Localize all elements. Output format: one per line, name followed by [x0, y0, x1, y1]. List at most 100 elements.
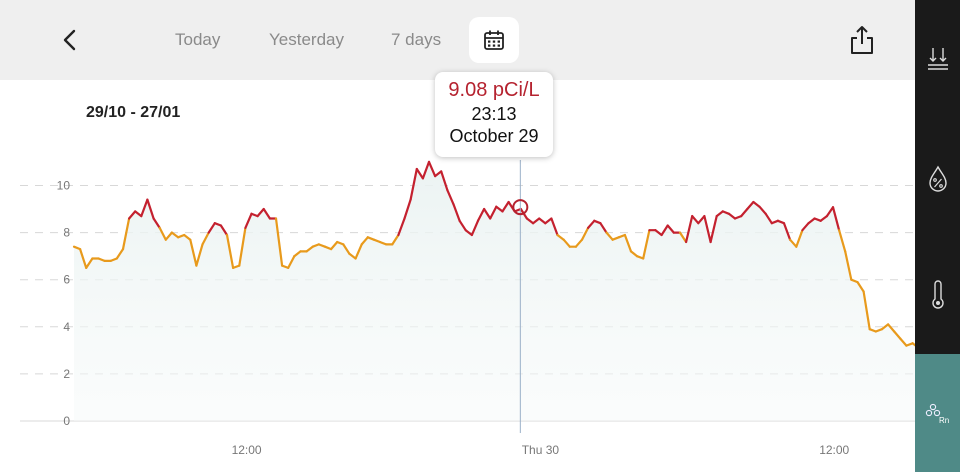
series-segment: [586, 219, 596, 229]
series-segment: [684, 215, 694, 244]
tooltip-value: 9.08 pCi/L: [448, 79, 540, 101]
series-segment: [697, 215, 706, 225]
series-segment: [342, 243, 351, 255]
series-segment: [746, 200, 755, 211]
y-tick-label: 4: [63, 320, 70, 334]
series-segment: [85, 257, 94, 269]
radon-chart[interactable]: 0 2 4 6 8 10 12:00 Thu 30 12:00: [0, 80, 915, 472]
series-segment: [274, 217, 284, 267]
series-segment: [378, 240, 388, 246]
series-segment: [219, 224, 229, 237]
series-segment: [819, 215, 829, 222]
series-segment: [605, 231, 614, 241]
series-segment: [287, 255, 296, 269]
series-segment: [525, 217, 535, 225]
series-segment: [691, 215, 700, 225]
sidebar-item-radon[interactable]: Rn: [915, 354, 960, 472]
series-segment: [703, 215, 712, 244]
share-icon: [851, 26, 873, 54]
calendar-icon: [484, 30, 504, 50]
series-segment: [409, 167, 418, 201]
sensor-sidebar: Rn: [915, 0, 960, 472]
series-segment: [446, 189, 455, 206]
series-segment: [195, 243, 204, 267]
sidebar-item-humidity[interactable]: [915, 149, 960, 209]
series-segment: [788, 238, 798, 248]
series-segment: [238, 226, 247, 267]
series-segment: [476, 207, 486, 222]
series-segment: [709, 215, 718, 244]
series-segment: [531, 217, 541, 225]
reading-tooltip: 9.08 pCi/L 23:13 October 29: [435, 72, 553, 157]
tooltip-time: 23:13: [471, 104, 517, 124]
series-segment: [207, 222, 216, 234]
series-segment: [354, 243, 363, 260]
series-segment: [189, 238, 198, 267]
x-tick-label: 12:00: [819, 443, 849, 457]
thermometer-icon: [931, 280, 944, 309]
series-segment: [115, 248, 125, 260]
chevron-left-icon: [63, 29, 76, 51]
share-button[interactable]: [845, 22, 879, 58]
series-segment: [837, 229, 847, 253]
series-segment: [795, 229, 804, 248]
series-segment: [330, 240, 339, 251]
radon-icon: Rn: [925, 403, 949, 425]
series-segment: [317, 243, 327, 248]
date-range-label: 29/10 - 27/01: [86, 104, 181, 121]
sidebar-item-pressure[interactable]: [915, 29, 960, 89]
series-segment: [170, 231, 180, 239]
series-segment: [764, 212, 773, 225]
series-segment: [623, 233, 633, 253]
series-segment: [501, 200, 510, 213]
tab-7-days[interactable]: 7 days: [391, 30, 442, 49]
series-segment: [550, 217, 559, 237]
selected-point: [512, 199, 529, 216]
series-segment: [850, 278, 859, 284]
series-segment: [128, 210, 137, 220]
tab-yesterday[interactable]: Yesterday: [269, 30, 344, 49]
series-segment: [831, 206, 841, 232]
series-segment: [305, 245, 314, 253]
series-segment: [562, 238, 571, 248]
tab-today[interactable]: Today: [175, 30, 221, 49]
series-segment: [256, 207, 265, 218]
series-segment: [856, 281, 865, 293]
series-segment: [642, 229, 651, 260]
series-segment: [489, 205, 498, 220]
series-segment: [886, 323, 896, 333]
sidebar-item-temperature[interactable]: [915, 265, 960, 325]
calendar-button[interactable]: [469, 17, 519, 63]
tooltip-date: October 29: [449, 126, 539, 146]
series-segment: [348, 252, 357, 260]
x-tick-label: Thu 30: [522, 443, 560, 457]
series-segment: [360, 236, 369, 246]
series-segment: [727, 212, 737, 220]
series-segment: [458, 219, 467, 232]
series-segment: [397, 217, 406, 237]
series-segment: [403, 198, 412, 220]
back-button[interactable]: [54, 24, 86, 56]
pressure-icon: [927, 48, 948, 70]
series-segment: [899, 337, 908, 347]
series-segment: [78, 248, 88, 269]
series-segment: [629, 250, 639, 258]
radon-label: Rn: [939, 416, 949, 425]
y-tick-label: 6: [63, 273, 70, 287]
series-segment: [893, 330, 902, 340]
series-segment: [434, 170, 443, 178]
series-segment: [134, 210, 143, 218]
humidity-icon: [928, 165, 947, 192]
series-segment: [464, 229, 473, 237]
y-tick-label: 10: [57, 179, 71, 193]
series-segment: [201, 231, 210, 246]
series-segment: [801, 222, 810, 232]
series-segment: [611, 236, 620, 241]
series-segment: [740, 207, 749, 218]
y-tick-label: 8: [63, 226, 70, 240]
x-tick-label: 12:00: [232, 443, 262, 457]
series-segment: [580, 226, 590, 241]
series-segment: [470, 219, 480, 237]
series-segment: [599, 222, 608, 234]
series-segment: [678, 231, 688, 244]
